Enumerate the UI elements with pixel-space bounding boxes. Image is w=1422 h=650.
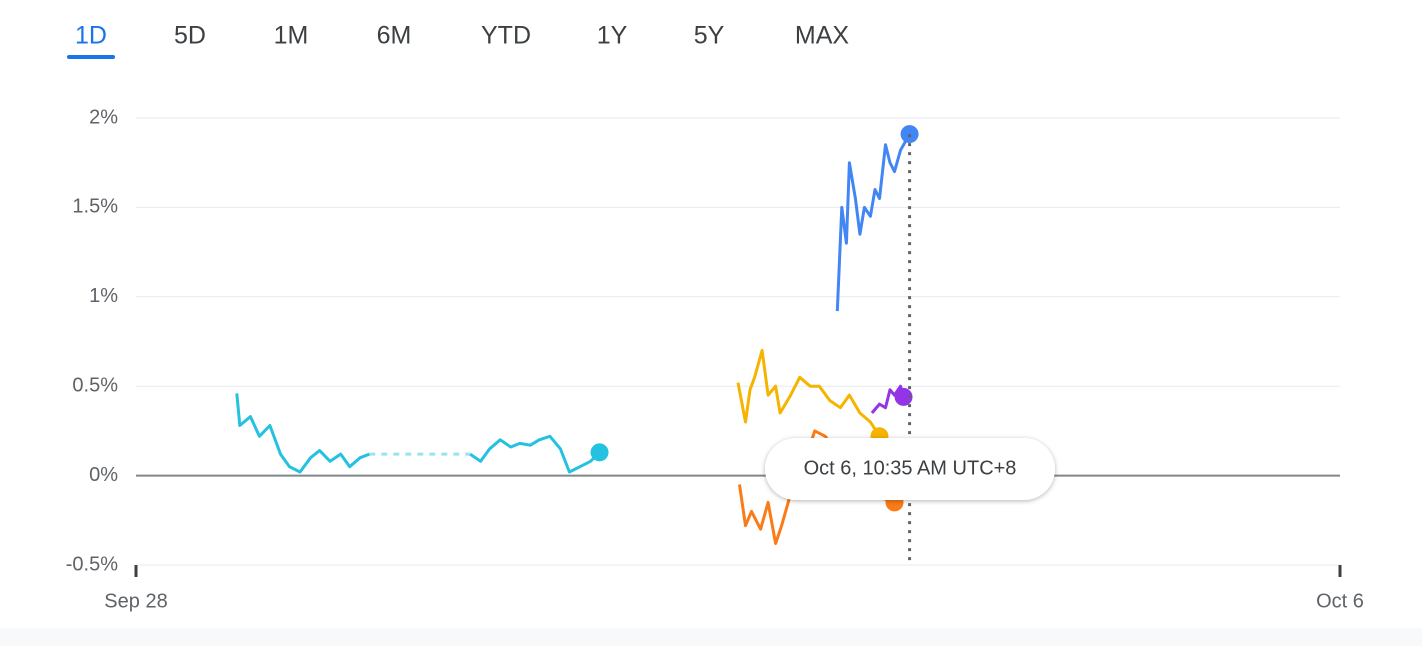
series-line <box>736 348 881 438</box>
end-dot <box>894 387 913 406</box>
tab-bar: 1D 5D 1M 6M YTD 1Y 5Y MAX <box>75 22 849 50</box>
tooltip: Oct 6, 10:35 AM UTC+8 <box>765 134 1055 565</box>
series-line <box>835 133 911 312</box>
tab[interactable]: MAX <box>795 22 850 50</box>
series-line <box>235 393 601 474</box>
plot <box>235 125 919 545</box>
y-tick-label: 1.5% <box>72 196 118 218</box>
tooltip-text: Oct 6, 10:35 AM UTC+8 <box>804 457 1017 479</box>
y-tick-label: 2% <box>89 106 118 128</box>
tab[interactable]: 5Y <box>694 22 725 50</box>
grid: -0.5% 0% 0.5% 1% 1.5% 2% Sep 28 Oct 6 <box>66 106 1364 612</box>
x-tick-label: Oct 6 <box>1316 590 1364 612</box>
series-line <box>870 384 905 414</box>
tab[interactable]: 1D <box>75 22 107 50</box>
x-tick-label: Sep 28 <box>104 590 167 612</box>
tab[interactable]: 6M <box>377 22 412 50</box>
y-tick-label: 0% <box>89 464 118 486</box>
tooltip-box <box>765 438 1055 500</box>
footer-band <box>0 628 1422 646</box>
y-tick-label: -0.5% <box>66 553 118 575</box>
tab[interactable]: YTD <box>481 22 531 50</box>
end-dot <box>590 443 609 462</box>
tab[interactable]: 5D <box>174 22 206 50</box>
y-tick-label: 0.5% <box>72 374 118 396</box>
tab-underline <box>67 55 115 59</box>
tab[interactable]: 1M <box>274 22 309 50</box>
y-tick-label: 1% <box>89 285 118 307</box>
tab[interactable]: 1Y <box>597 22 628 50</box>
